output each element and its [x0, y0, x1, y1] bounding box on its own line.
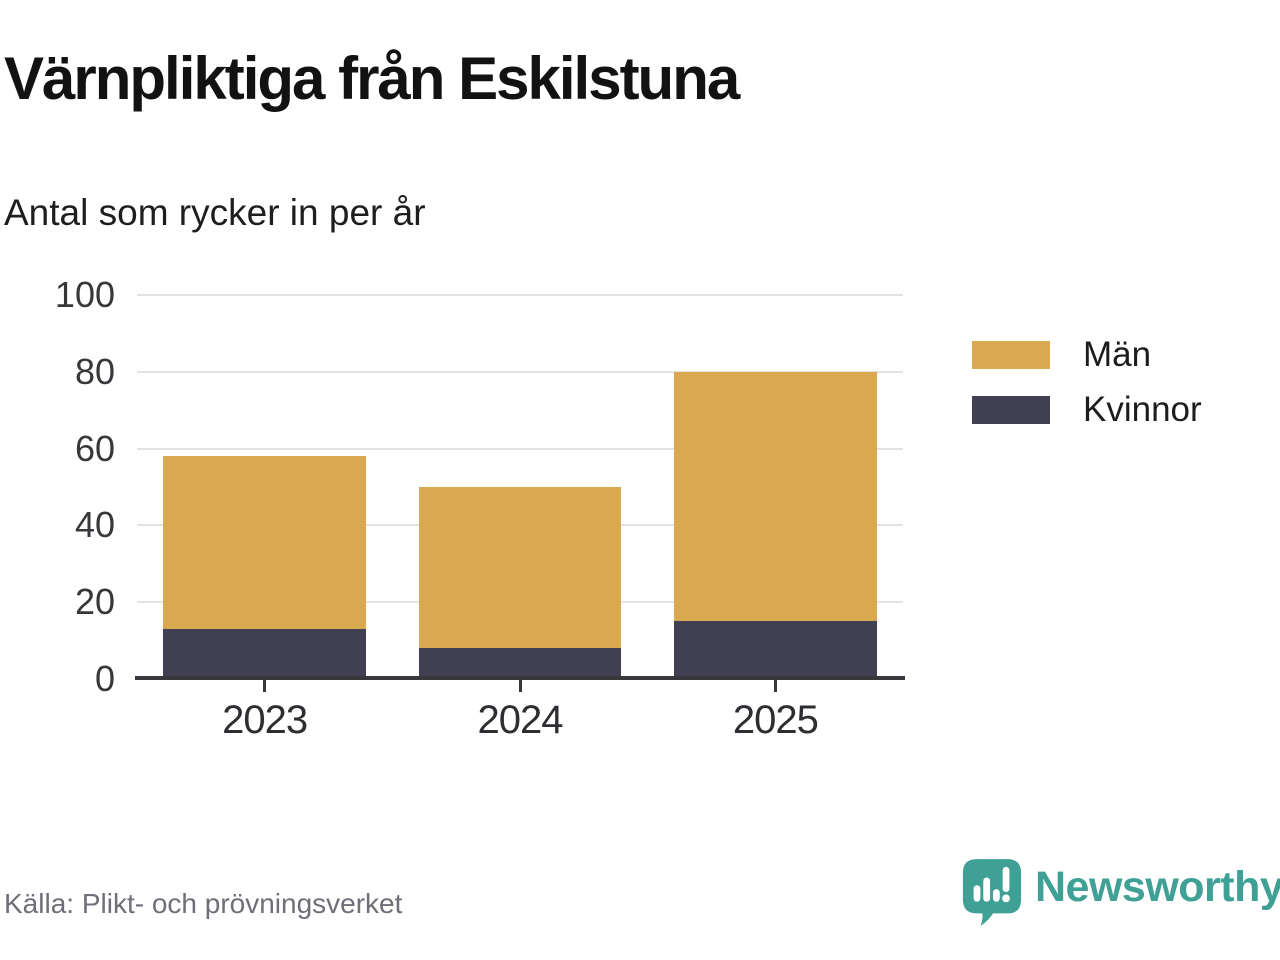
y-tick-label-60: 60 [74, 427, 115, 469]
newsworthy-logo-icon [962, 859, 1022, 926]
chart-title: Värnpliktiga från Eskilstuna [4, 45, 740, 112]
y-tick-label-40: 40 [74, 504, 115, 546]
y-axis: 0 20 40 60 80 100 [18, 277, 115, 697]
gridline-60 [137, 447, 903, 450]
bar-2024-kvinnor [418, 648, 622, 679]
bar-2024-män [418, 487, 622, 649]
legend-item-män: Män [972, 335, 1202, 374]
legend-label-män: Män [1083, 335, 1152, 374]
legend-item-kvinnor: Kvinnor [972, 390, 1202, 429]
y-tick-label-0: 0 [94, 658, 115, 699]
x-axis-labels: 2023 2024 2025 [137, 700, 903, 744]
legend-swatch-kvinnor [972, 396, 1050, 424]
x-tick-2025 [773, 680, 777, 692]
y-tick-label-80: 80 [74, 350, 115, 392]
bar-2023-kvinnor [163, 629, 367, 679]
x-tick-label-2023: 2023 [222, 698, 308, 742]
x-axis-ticks [137, 680, 903, 692]
bar-2025-kvinnor [673, 621, 877, 679]
x-tick-2024 [518, 680, 522, 692]
legend-swatch-män [972, 341, 1050, 369]
x-tick-label-2025: 2025 [732, 698, 819, 742]
gridline-80 [137, 370, 903, 373]
gridline-100 [137, 294, 903, 296]
x-tick-2023 [263, 680, 267, 692]
y-tick-label-20: 20 [74, 581, 115, 623]
x-tick-label-2024: 2024 [477, 698, 564, 742]
legend-label-kvinnor: Kvinnor [1083, 390, 1202, 429]
bar-2025-män [673, 371, 877, 622]
source-attribution: Källa: Plikt- och prövningsverket [4, 888, 403, 919]
y-tick-label-100: 100 [54, 274, 115, 315]
brand-logo: Newsworthy [961, 857, 1280, 929]
legend: Män Kvinnor [972, 335, 1202, 451]
chart-subtitle: Antal som rycker in per år [4, 192, 426, 233]
bar-2023-män [163, 456, 367, 630]
x-axis-line [135, 676, 905, 680]
plot-area [137, 294, 903, 679]
brand-name: Newsworthy [1035, 863, 1280, 911]
